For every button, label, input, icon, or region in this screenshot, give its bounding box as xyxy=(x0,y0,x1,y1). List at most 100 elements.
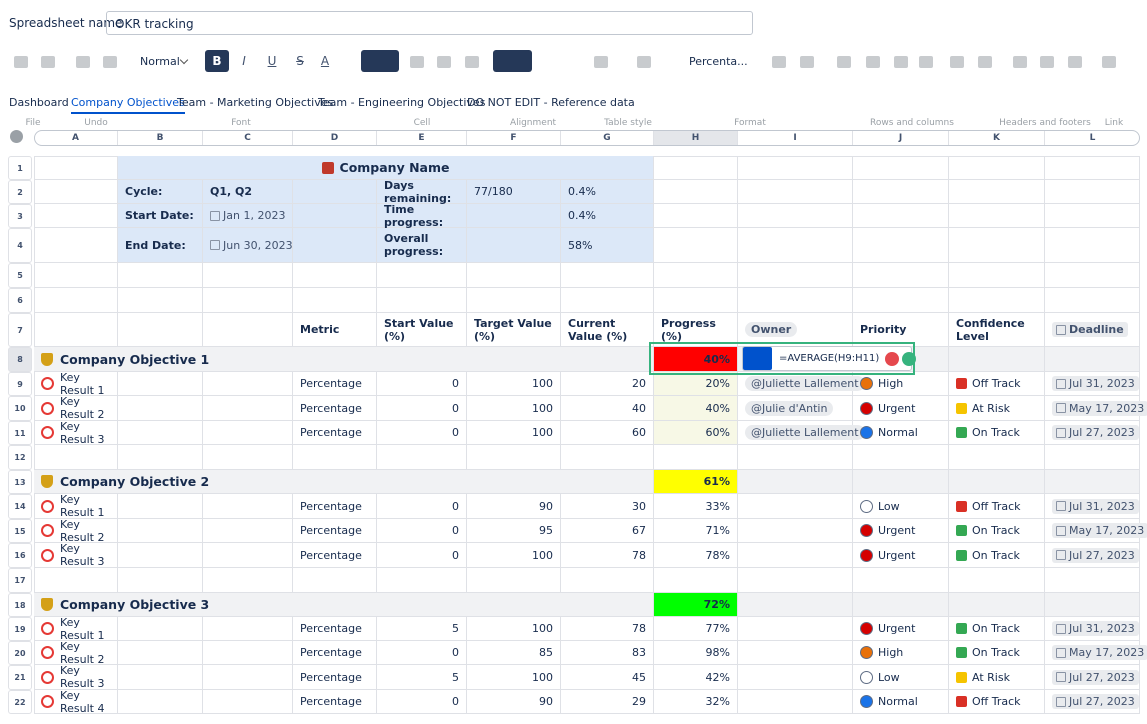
toolbar-icon[interactable] xyxy=(594,56,608,68)
cell[interactable] xyxy=(738,445,853,470)
cell[interactable]: On Track xyxy=(949,421,1045,445)
cell[interactable] xyxy=(738,519,853,543)
cell[interactable]: Company Objective 2 xyxy=(34,470,654,494)
format-button[interactable]: S xyxy=(288,50,312,72)
cell[interactable] xyxy=(738,228,853,263)
cell[interactable]: 60 xyxy=(561,421,654,445)
cell[interactable] xyxy=(949,263,1045,288)
column-header[interactable]: F xyxy=(467,131,561,145)
row-header[interactable]: 7 xyxy=(8,313,32,347)
row-header[interactable]: 9 xyxy=(8,372,32,396)
cell[interactable] xyxy=(949,156,1045,180)
formula-popup[interactable]: =AVERAGE(H9:H11) xyxy=(742,346,912,371)
row-header[interactable]: 15 xyxy=(8,519,32,543)
row-header[interactable]: 14 xyxy=(8,494,32,519)
cell[interactable] xyxy=(118,494,203,519)
cell[interactable] xyxy=(853,156,949,180)
cell[interactable] xyxy=(467,288,561,313)
cell[interactable]: 42% xyxy=(654,665,738,690)
cell[interactable]: Time progress: xyxy=(377,204,467,228)
cell[interactable]: Q1, Q2 xyxy=(203,180,293,204)
cell[interactable]: 29 xyxy=(561,690,654,714)
cell[interactable] xyxy=(1045,347,1140,372)
cell[interactable] xyxy=(853,263,949,288)
cell[interactable]: 5 xyxy=(377,665,467,690)
cell[interactable] xyxy=(34,263,118,288)
cell[interactable] xyxy=(949,228,1045,263)
style-dropdown[interactable]: Normal xyxy=(140,55,180,68)
toolbar-icon[interactable] xyxy=(1040,56,1054,68)
cell[interactable] xyxy=(34,228,118,263)
cell[interactable] xyxy=(34,445,118,470)
cell[interactable] xyxy=(293,288,377,313)
cell[interactable]: @Juliette Lallement xyxy=(738,372,853,396)
cell[interactable]: 100 xyxy=(467,372,561,396)
row-header[interactable]: 22 xyxy=(8,690,32,714)
column-header[interactable]: H xyxy=(654,131,738,145)
cell[interactable]: 100 xyxy=(467,396,561,421)
cell[interactable]: Percentage xyxy=(293,641,377,665)
cell[interactable]: Metric xyxy=(293,313,377,347)
cell[interactable]: 58% xyxy=(561,228,654,263)
row-header[interactable]: 13 xyxy=(8,470,32,494)
cell[interactable] xyxy=(949,180,1045,204)
cell[interactable] xyxy=(118,288,203,313)
cell[interactable]: Key Result 1 xyxy=(34,617,118,641)
toolbar-icon[interactable] xyxy=(14,56,28,68)
cell[interactable]: 100 xyxy=(467,665,561,690)
formula-button[interactable] xyxy=(743,347,772,370)
cell[interactable] xyxy=(203,690,293,714)
cell[interactable]: Key Result 2 xyxy=(34,641,118,665)
cell[interactable]: Jul 31, 2023 xyxy=(1045,617,1140,641)
cell[interactable]: Start Value (%) xyxy=(377,313,467,347)
row-header[interactable]: 8 xyxy=(8,347,32,372)
cell[interactable] xyxy=(654,180,738,204)
sheet-tab[interactable]: Company Objectives xyxy=(71,96,185,109)
cell[interactable] xyxy=(561,263,654,288)
cell[interactable] xyxy=(738,180,853,204)
cell[interactable]: Percentage xyxy=(293,396,377,421)
cell[interactable]: 98% xyxy=(654,641,738,665)
toolbar-icon[interactable] xyxy=(1068,56,1082,68)
cell[interactable] xyxy=(467,445,561,470)
cell[interactable]: 83 xyxy=(561,641,654,665)
cell[interactable] xyxy=(738,617,853,641)
toolbar-icon[interactable] xyxy=(800,56,814,68)
cell[interactable] xyxy=(203,313,293,347)
cell[interactable]: Normal xyxy=(853,421,949,445)
cell[interactable] xyxy=(949,445,1045,470)
toolbar-icon[interactable] xyxy=(465,56,479,68)
toolbar-icon[interactable] xyxy=(1013,56,1027,68)
cell[interactable] xyxy=(654,288,738,313)
cell[interactable] xyxy=(118,263,203,288)
cell[interactable] xyxy=(203,445,293,470)
cell[interactable] xyxy=(738,156,853,180)
row-header[interactable]: 12 xyxy=(8,445,32,470)
cell[interactable] xyxy=(1045,288,1140,313)
cell[interactable]: Percentage xyxy=(293,617,377,641)
cell[interactable]: Cycle: xyxy=(118,180,203,204)
cell[interactable]: On Track xyxy=(949,617,1045,641)
cell[interactable]: End Date: xyxy=(118,228,203,263)
sheet-tab[interactable]: DO NOT EDIT - Reference data xyxy=(467,96,635,109)
toolbar-icon[interactable] xyxy=(41,56,55,68)
cell[interactable]: 0 xyxy=(377,494,467,519)
row-header[interactable]: 6 xyxy=(8,288,32,313)
cell[interactable] xyxy=(203,665,293,690)
cell[interactable]: 20 xyxy=(561,372,654,396)
cell[interactable] xyxy=(853,470,949,494)
cell[interactable]: At Risk xyxy=(949,396,1045,421)
row-header[interactable]: 3 xyxy=(8,204,32,228)
cell[interactable] xyxy=(293,568,377,593)
cell[interactable]: 5 xyxy=(377,617,467,641)
format-button[interactable]: B xyxy=(205,50,229,72)
cell[interactable] xyxy=(118,690,203,714)
cell[interactable] xyxy=(654,445,738,470)
cell[interactable]: 60% xyxy=(654,421,738,445)
cell[interactable] xyxy=(853,593,949,617)
fill-color-button[interactable] xyxy=(361,50,399,72)
toolbar-icon[interactable] xyxy=(76,56,90,68)
cell[interactable] xyxy=(118,665,203,690)
cell[interactable] xyxy=(203,288,293,313)
cell[interactable] xyxy=(203,519,293,543)
